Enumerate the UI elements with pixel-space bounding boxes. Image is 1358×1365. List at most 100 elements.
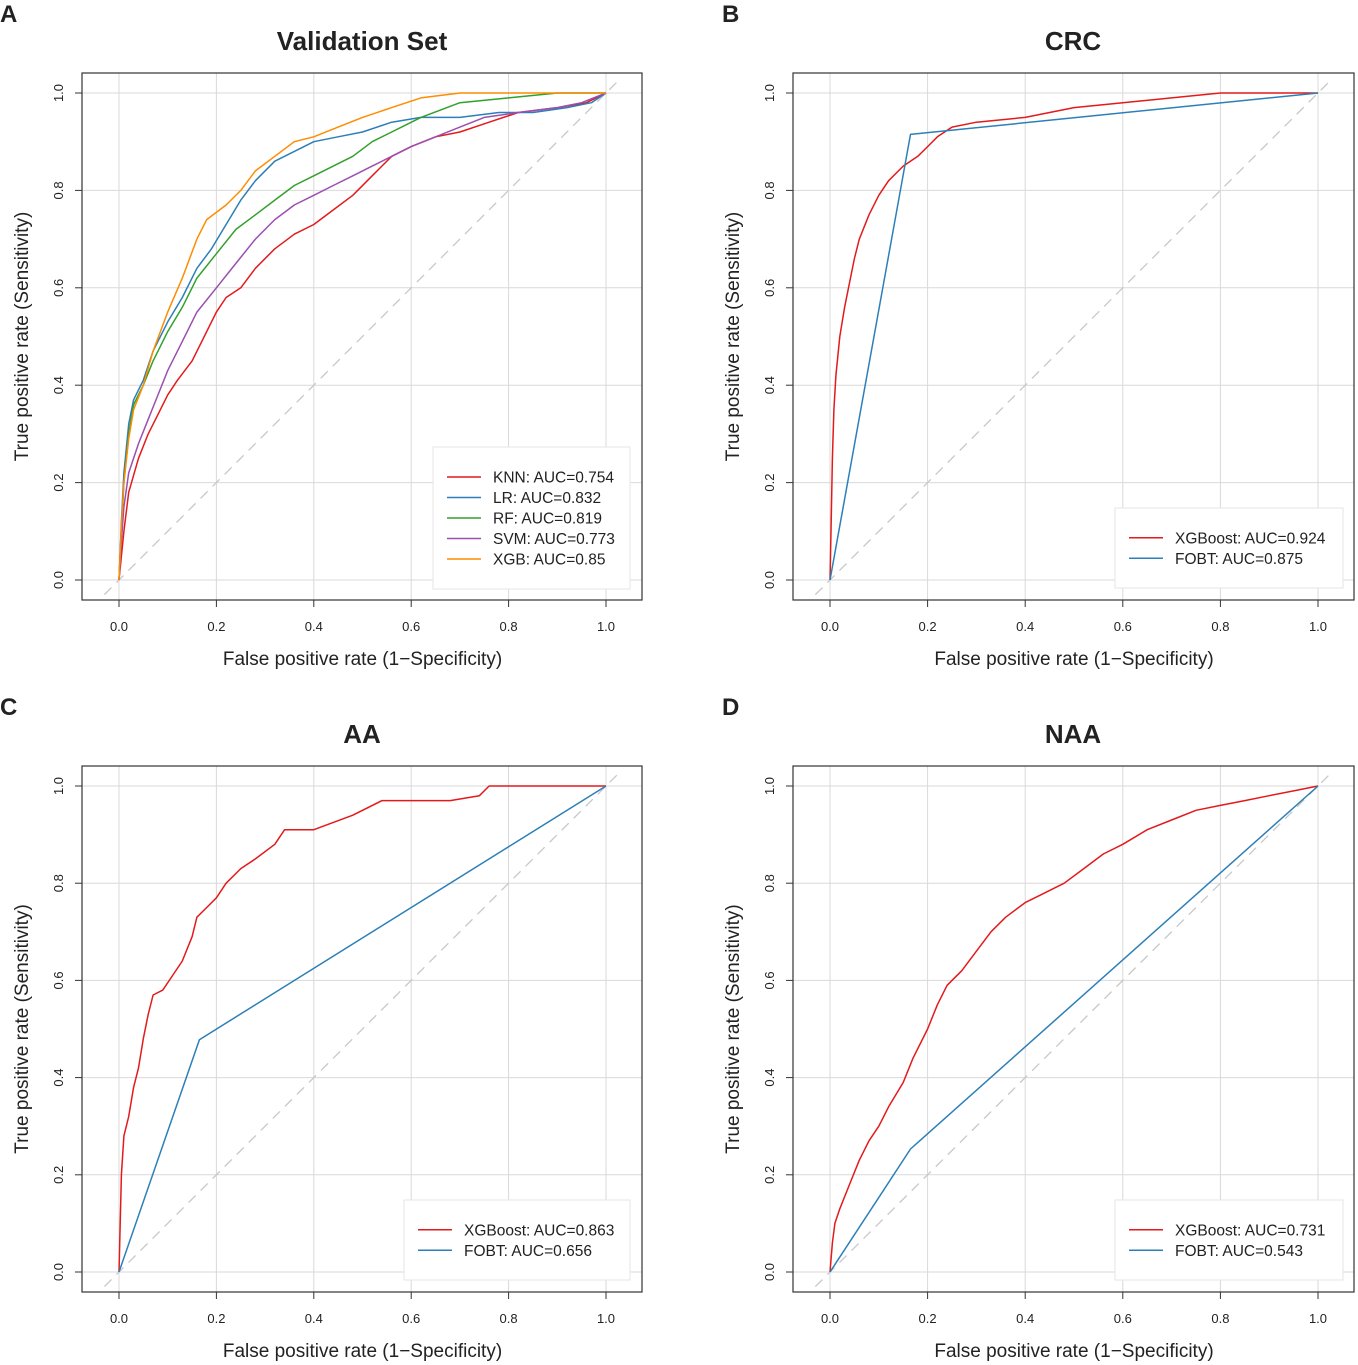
panel-a-series-lr (118, 92, 607, 581)
panel-b: B CRC 0.0 0.2 0.4 0.6 0.8 1.0 0.0 0.2 0.4 0.6 0.8 1.0… (722, 1, 1355, 670)
panel-b-x-tick-label-5: 1.0 (1309, 619, 1327, 634)
panel-a-x-tick-label-3: 0.6 (402, 619, 420, 634)
panel-b-legend: XGBoost: AUC=0.924 FOBT: AUC=0.875 (1114, 507, 1344, 589)
panel-c-x-tick-label-2: 0.4 (305, 1311, 323, 1326)
panel-d-y-tick-label-1: 0.2 (762, 1166, 777, 1184)
panel-d-y-tick-label-0: 0.0 (762, 1263, 777, 1281)
panel-c-legend-box (403, 1199, 631, 1281)
panel-a-title: Validation Set (277, 26, 448, 56)
panel-b-x-tick-label-0: 0.0 (821, 619, 839, 634)
panel-b-y-tick-label-5: 1.0 (762, 84, 777, 102)
panel-d: D NAA 0.0 0.2 0.4 0.6 0.8 1.0 0.0 0.2 0.4 0.6 0.8 1.0… (722, 694, 1355, 1362)
panel-a-letter: A (0, 1, 17, 28)
panel-a-legend-entry-rf: RF: AUC=0.819 (493, 511, 602, 528)
panel-a-y-tick-label-5: 1.0 (51, 84, 66, 102)
panel-d-series-fobt (829, 785, 1319, 1273)
panel-c-legend: XGBoost: AUC=0.863 FOBT: AUC=0.656 (403, 1199, 631, 1281)
panel-c-y-axis-label: True positive rate (Sensitivity) (12, 904, 33, 1154)
panel-d-diagonal (814, 770, 1334, 1288)
panel-a-x-tick-label-4: 0.8 (500, 619, 518, 634)
panel-b-legend-box (1114, 507, 1344, 589)
panel-a-legend: KNN: AUC=0.754 LR: AUC=0.832 RF: AUC=0.819… (432, 446, 631, 590)
panel-c-x-axis-label: False positive rate (1−Specificity) (223, 1341, 502, 1362)
panel-a-y-tick-label-1: 0.2 (51, 474, 66, 492)
panel-d-title: NAA (1045, 719, 1102, 749)
panel-a-series-svm (118, 92, 607, 581)
panel-c-y-tick-label-0: 0.0 (51, 1263, 66, 1281)
panel-a: A Validation Set 0.0 0.2 0.4 0.6 0.8 1.0 0.0 0.2 0… (0, 1, 643, 670)
panel-b-y-tick-label-2: 0.4 (762, 376, 777, 394)
panel-b-x-tick-label-3: 0.6 (1114, 619, 1132, 634)
panel-a-series-knn (118, 92, 607, 581)
panel-a-legend-entry-knn: KNN: AUC=0.754 (493, 470, 614, 487)
panel-b-x-axis-label: False positive rate (1−Specificity) (934, 649, 1213, 670)
panel-c-y-tick-label-3: 0.6 (51, 971, 66, 989)
panel-b-series-fobt (829, 92, 1319, 581)
panel-a-y-tick-label-2: 0.4 (51, 376, 66, 394)
panel-a-x-tick-label-1: 0.2 (207, 619, 225, 634)
panel-b-y-tick-label-4: 0.8 (762, 181, 777, 199)
panel-c-y-tick-label-1: 0.2 (51, 1166, 66, 1184)
panel-b-y-tick-label-1: 0.2 (762, 474, 777, 492)
panel-b-letter: B (722, 1, 739, 28)
panel-a-y-tick-label-4: 0.8 (51, 181, 66, 199)
panel-b-y-tick-label-0: 0.0 (762, 571, 777, 589)
panel-d-series-xgboost (829, 785, 1319, 1273)
panel-d-legend-box (1114, 1199, 1344, 1281)
panel-c-x-tick-label-5: 1.0 (597, 1311, 615, 1326)
panel-a-x-tick-label-0: 0.0 (110, 619, 128, 634)
panel-c-x-tick-label-0: 0.0 (110, 1311, 128, 1326)
panel-c-legend-entry-fobt: FOBT: AUC=0.656 (464, 1243, 592, 1260)
panel-d-x-tick-label-3: 0.6 (1114, 1311, 1132, 1326)
panel-d-y-tick-label-2: 0.4 (762, 1069, 777, 1087)
panel-c-y-tick-label-5: 1.0 (51, 777, 66, 795)
panel-a-diagonal (103, 77, 622, 596)
panel-b-title: CRC (1045, 26, 1102, 56)
panel-a-y-tick-label-0: 0.0 (51, 571, 66, 589)
panel-d-x-tick-label-1: 0.2 (919, 1311, 937, 1326)
panel-b-y-tick-label-3: 0.6 (762, 279, 777, 297)
panel-d-y-tick-label-4: 0.8 (762, 874, 777, 892)
panel-c-y-tick-label-4: 0.8 (51, 874, 66, 892)
panel-c-y-tick-label-2: 0.4 (51, 1069, 66, 1087)
panel-a-x-axis-label: False positive rate (1−Specificity) (223, 649, 502, 670)
panel-a-y-axis-label: True positive rate (Sensitivity) (12, 212, 33, 462)
panel-b-legend-entry-fobt: FOBT: AUC=0.875 (1175, 551, 1303, 568)
panel-d-y-tick-label-3: 0.6 (762, 971, 777, 989)
panel-c-series-fobt (118, 785, 607, 1273)
panel-c-title: AA (343, 719, 381, 749)
panel-a-legend-entry-xgb: XGB: AUC=0.85 (493, 552, 605, 569)
panel-b-x-tick-label-4: 0.8 (1211, 619, 1229, 634)
panel-d-x-tick-label-0: 0.0 (821, 1311, 839, 1326)
panel-a-x-tick-label-5: 1.0 (597, 619, 615, 634)
panel-c-series-xgboost (118, 785, 606, 1273)
panel-a-y-tick-label-3: 0.6 (51, 279, 66, 297)
panel-a-x-tick-label-2: 0.4 (305, 619, 323, 634)
panel-d-legend-entry-xgboost: XGBoost: AUC=0.731 (1175, 1222, 1325, 1239)
panel-d-x-tick-label-4: 0.8 (1211, 1311, 1229, 1326)
panel-b-y-axis-label: True positive rate (Sensitivity) (723, 212, 744, 462)
panel-a-legend-entry-lr: LR: AUC=0.832 (493, 490, 601, 507)
panel-d-x-axis-label: False positive rate (1−Specificity) (934, 1341, 1213, 1362)
panel-c-x-tick-label-4: 0.8 (500, 1311, 518, 1326)
panel-b-diagonal (814, 77, 1334, 596)
panel-c-x-tick-label-3: 0.6 (402, 1311, 420, 1326)
panel-d-x-tick-label-5: 1.0 (1309, 1311, 1327, 1326)
panel-b-legend-entry-xgboost: XGBoost: AUC=0.924 (1175, 530, 1326, 547)
panel-b-x-tick-label-2: 0.4 (1016, 619, 1034, 634)
panel-d-legend-entry-fobt: FOBT: AUC=0.543 (1175, 1243, 1303, 1260)
panel-d-legend: XGBoost: AUC=0.731 FOBT: AUC=0.543 (1114, 1199, 1344, 1281)
panel-c-letter: C (0, 694, 17, 721)
panel-d-letter: D (722, 694, 739, 721)
panel-c-diagonal (103, 770, 622, 1288)
panel-b-x-tick-label-1: 0.2 (919, 619, 937, 634)
panel-d-y-axis-label: True positive rate (Sensitivity) (723, 904, 744, 1154)
panel-d-x-tick-label-2: 0.4 (1016, 1311, 1034, 1326)
panel-a-series-xgb (118, 92, 606, 581)
panel-c-legend-entry-xgboost: XGBoost: AUC=0.863 (464, 1222, 614, 1239)
panel-a-legend-entry-svm: SVM: AUC=0.773 (493, 531, 615, 548)
panel-c-x-tick-label-1: 0.2 (207, 1311, 225, 1326)
panel-d-y-tick-label-5: 1.0 (762, 777, 777, 795)
panel-b-series-xgboost (829, 92, 1318, 581)
